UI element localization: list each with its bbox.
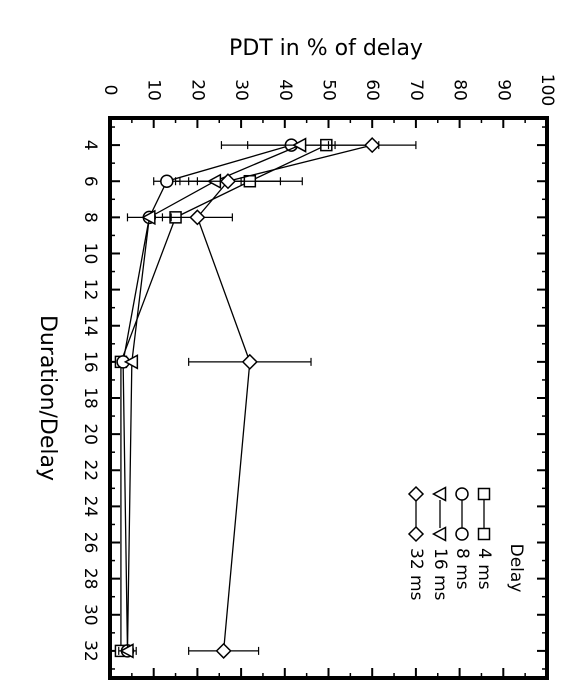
duration-tick-label: 6 xyxy=(80,176,100,187)
series-16-ms xyxy=(119,137,380,659)
duration-tick-label: 18 xyxy=(80,387,100,409)
data-point xyxy=(123,354,139,370)
duration-tick-label: 24 xyxy=(80,496,100,518)
duration-tick-label: 14 xyxy=(80,315,100,337)
legend-label: 4 ms xyxy=(474,548,494,590)
duration-tick-label: 30 xyxy=(80,604,100,626)
legend-marker xyxy=(431,526,447,542)
data-point xyxy=(219,173,237,190)
data-point xyxy=(189,209,206,226)
legend-item: 32 ms xyxy=(406,485,426,601)
duration-tick-label: 32 xyxy=(80,640,100,662)
data-point xyxy=(141,209,156,226)
legend-marker xyxy=(431,486,447,502)
legend-marker xyxy=(407,485,425,503)
series-group xyxy=(114,137,417,659)
legend-item: 8 ms xyxy=(452,487,472,590)
legend-label: 16 ms xyxy=(430,548,450,601)
duration-tick-label: 28 xyxy=(80,568,100,590)
data-point xyxy=(215,642,232,659)
legend-item: 4 ms xyxy=(474,487,494,590)
series-32-ms xyxy=(161,137,417,659)
value-tick-label: 50 xyxy=(319,79,339,101)
value-tick-label: 40 xyxy=(275,79,295,101)
value-tick-label: 80 xyxy=(450,79,470,101)
duration-tick-label: 12 xyxy=(80,279,100,301)
plot-frame xyxy=(108,116,549,680)
legend-marker xyxy=(407,525,425,543)
value-tick-label: 60 xyxy=(362,79,382,101)
value-tick-label: 70 xyxy=(406,79,426,101)
axis-ticks: 0 10 20 30 40 50 60 70 80 90 100 4 6 8 10 12 14 16 18 20 22 2… xyxy=(80,74,557,678)
duration-tick-label: 4 xyxy=(80,140,100,151)
data-point xyxy=(364,137,381,154)
x-axis-title: Duration/Delay xyxy=(35,315,60,481)
legend-marker xyxy=(455,527,469,541)
legend-label: 32 ms xyxy=(406,548,426,601)
data-point xyxy=(241,353,258,370)
duration-tick-label: 16 xyxy=(80,351,100,373)
legend-marker xyxy=(477,487,491,501)
duration-tick-label: 22 xyxy=(80,459,100,481)
legend-label: 8 ms xyxy=(452,548,472,590)
y-axis-title: PDT in % of delay xyxy=(229,36,423,61)
data-point xyxy=(119,643,134,659)
duration-tick-label: 10 xyxy=(80,243,100,265)
value-tick-label: 90 xyxy=(493,79,513,101)
legend-marker xyxy=(455,487,469,501)
legend-title: Delay xyxy=(506,544,526,593)
duration-tick-label: 8 xyxy=(80,212,100,223)
value-tick-label: 100 xyxy=(537,74,557,106)
data-point xyxy=(292,137,307,153)
value-tick-label: 30 xyxy=(231,79,251,101)
value-tick-label: 20 xyxy=(187,79,207,101)
duration-tick-label: 26 xyxy=(80,532,100,554)
duration-tick-label: 20 xyxy=(80,423,100,445)
legend-item: 16 ms xyxy=(430,486,450,601)
value-tick-label: 0 xyxy=(100,85,120,96)
value-tick-label: 10 xyxy=(144,79,164,101)
legend-marker xyxy=(477,527,491,541)
data-point xyxy=(160,174,174,188)
series-line xyxy=(196,144,373,651)
